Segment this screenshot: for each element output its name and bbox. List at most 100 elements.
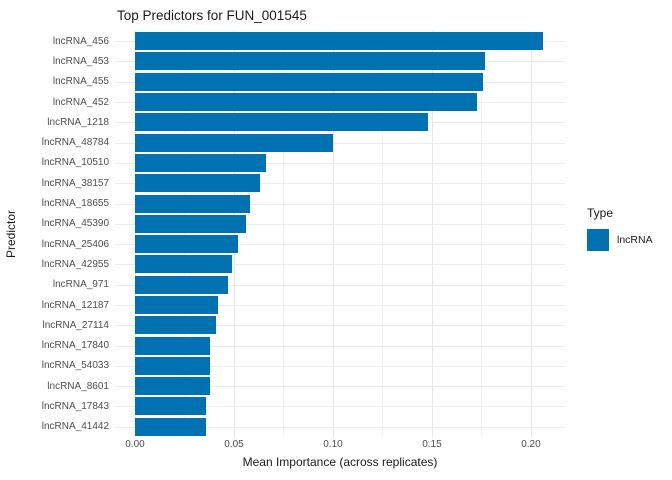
row-gridline (115, 386, 565, 388)
bar-lncRNA_54033 (134, 356, 211, 375)
bar-lncRNA_48784 (134, 133, 333, 152)
legend-swatch-icon (587, 229, 609, 251)
row-gridline (115, 305, 565, 306)
y-tick-label-lncRNA_452: lncRNA_452 (52, 96, 109, 108)
y-tick-label-lncRNA_54033: lncRNA_54033 (41, 360, 109, 372)
bar-row (115, 376, 565, 396)
y-tick-label-lncRNA_8601: lncRNA_8601 (47, 380, 109, 392)
bar-lncRNA_17843 (134, 397, 207, 416)
bar-lncRNA_42955 (134, 255, 232, 274)
legend: Type lncRNA (587, 206, 653, 251)
row-gridline (115, 406, 565, 408)
bar-row (115, 234, 565, 254)
major-gridline (530, 31, 532, 437)
y-tick-label-lncRNA_10510: lncRNA_10510 (41, 157, 109, 169)
y-tick-label-lncRNA_1218: lncRNA_1218 (47, 116, 109, 128)
major-gridline (233, 31, 235, 437)
row-gridline (115, 426, 565, 428)
bar-row (115, 335, 565, 355)
bar-row (115, 417, 565, 437)
bar-row (115, 132, 565, 152)
bar-lncRNA_456 (134, 32, 543, 51)
bar-lncRNA_45390 (134, 214, 246, 233)
y-tick-label-lncRNA_18655: lncRNA_18655 (41, 198, 109, 210)
row-gridline (115, 162, 565, 164)
plot-panel (115, 31, 565, 437)
minor-gridline (184, 31, 186, 437)
minor-gridline (481, 31, 483, 437)
bar-lncRNA_8601 (134, 377, 211, 396)
bar-row (115, 92, 565, 112)
bar-lncRNA_453 (134, 52, 486, 71)
bar-lncRNA_10510 (134, 153, 266, 172)
y-tick-label-lncRNA_455: lncRNA_455 (52, 76, 109, 88)
row-gridline (115, 223, 565, 225)
legend-title: Type (587, 206, 614, 220)
x-axis-tick-labels: 0.00 0.05 0.10 0.15 0.20 (115, 439, 565, 453)
bar-lncRNA_971 (134, 275, 229, 294)
row-gridline (115, 345, 565, 347)
y-tick-label-lncRNA_41442: lncRNA_41442 (41, 421, 109, 433)
row-gridline (115, 284, 565, 286)
bar-lncRNA_25406 (134, 235, 238, 254)
bar-row (115, 214, 565, 234)
bar-row (115, 315, 565, 335)
bar-row (115, 51, 565, 71)
x-tick-label-0.10: 0.10 (323, 439, 343, 450)
legend-item-lncrna: lncRNA (587, 229, 653, 251)
y-tick-label-lncRNA_27114: lncRNA_27114 (42, 319, 109, 331)
bar-lncRNA_1218 (134, 113, 428, 132)
bar-lncRNA_38157 (134, 174, 260, 193)
row-gridline (115, 183, 565, 185)
x-tick-label-0.20: 0.20 (521, 439, 541, 450)
y-tick-label-lncRNA_17843: lncRNA_17843 (41, 400, 109, 412)
bar-row (115, 295, 565, 315)
major-gridline (134, 31, 136, 437)
y-tick-label-lncRNA_38157: lncRNA_38157 (41, 177, 109, 189)
bar-row (115, 153, 565, 173)
y-tick-label-lncRNA_12187: lncRNA_12187 (41, 299, 109, 311)
bar-lncRNA_17840 (134, 336, 211, 355)
minor-gridline (283, 31, 285, 437)
y-tick-label-lncRNA_456: lncRNA_456 (52, 35, 109, 47)
y-tick-label-lncRNA_45390: lncRNA_45390 (41, 218, 109, 230)
y-tick-label-lncRNA_25406: lncRNA_25406 (41, 238, 109, 250)
major-gridline (332, 31, 334, 437)
major-gridline (431, 31, 433, 437)
y-tick-label-lncRNA_453: lncRNA_453 (52, 55, 109, 67)
bar-lncRNA_12187 (134, 296, 219, 314)
minor-gridline (382, 31, 384, 437)
bar-row (115, 254, 565, 274)
x-axis-title: Mean Importance (across replicates) (242, 455, 438, 469)
bar-row (115, 31, 565, 51)
row-gridline (115, 325, 565, 327)
x-tick-label-0.05: 0.05 (224, 439, 244, 450)
bar-row (115, 356, 565, 376)
bar-lncRNA_455 (134, 72, 484, 91)
row-gridline (115, 365, 565, 367)
y-tick-label-lncRNA_42955: lncRNA_42955 (41, 258, 109, 270)
bar-row (115, 112, 565, 132)
bar-row (115, 173, 565, 193)
bar-row (115, 396, 565, 416)
chart-title: Top Predictors for FUN_001545 (117, 8, 307, 23)
bar-lncRNA_27114 (134, 316, 217, 335)
bar-row (115, 275, 565, 295)
y-axis-tick-labels: lncRNA_456 lncRNA_453 lncRNA_455 lncRNA_452… (0, 31, 109, 437)
legend-item-label: lncRNA (617, 234, 653, 246)
x-tick-label-0.00: 0.00 (125, 439, 145, 450)
row-gridline (115, 203, 565, 205)
bar-lncRNA_41442 (134, 417, 207, 436)
row-gridline (115, 244, 565, 246)
x-tick-label-0.15: 0.15 (422, 439, 442, 450)
bar-lncRNA_18655 (134, 194, 250, 213)
y-tick-label-lncRNA_48784: lncRNA_48784 (41, 137, 109, 149)
row-gridline (115, 264, 565, 266)
row-gridline (115, 142, 565, 144)
bar-rows (115, 31, 565, 437)
bar-row (115, 72, 565, 92)
y-tick-label-lncRNA_17840: lncRNA_17840 (41, 340, 109, 352)
y-tick-label-lncRNA_971: lncRNA_971 (52, 279, 109, 291)
bar-row (115, 193, 565, 213)
